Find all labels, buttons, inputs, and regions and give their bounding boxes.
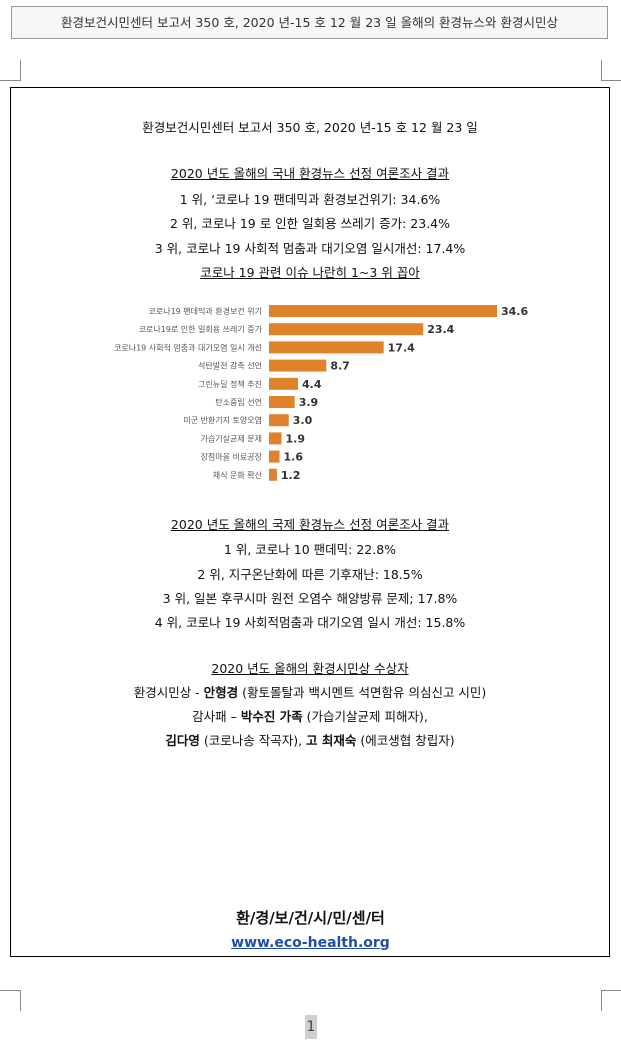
- chart-category-label: 가습기살균제 문제: [201, 434, 262, 443]
- chart-bar: [269, 341, 384, 354]
- award-recipient: 박수진 가족: [240, 709, 303, 724]
- chart-category-label: 석탄발전 감축 선언: [198, 361, 262, 371]
- chart-category-label: 탄소중립 선언: [215, 397, 262, 407]
- chart-bar: [269, 323, 424, 336]
- chart-value-label: 3.0: [293, 414, 313, 427]
- chart-category-label: 코로나19 사회적 멈춤과 대기오염 일시 개선: [114, 342, 262, 352]
- chart-value-label: 17.4: [388, 341, 415, 354]
- chart-bar: [269, 359, 327, 372]
- award-description: (코로나송 작곡자),: [199, 733, 307, 748]
- award-recipient: 김다영: [165, 733, 200, 748]
- award-label: 감사패 –: [192, 709, 241, 724]
- award-line-3: 김다영 (코로나송 작곡자), 고 최재숙 (에코생협 창립자): [11, 730, 609, 749]
- chart-category-label: 그린뉴딜 정책 추진: [198, 379, 262, 389]
- chart-category-label: 채식 문화 확산: [213, 470, 263, 480]
- chart-bar: [269, 377, 298, 390]
- chart-category-label: 코로나19로 인한 일회용 쓰레기 증가: [139, 324, 263, 334]
- report-header: 환경보건시민센터 보고서 350 호, 2020 년-15 호 12 월 23 …: [142, 120, 478, 135]
- chart-value-label: 23.4: [427, 323, 454, 336]
- page-corner-mark: [601, 60, 621, 81]
- page-corner-mark: [601, 990, 621, 1011]
- chart-value-label: 3.9: [299, 396, 319, 409]
- award-description: (가습기살균제 피해자),: [302, 709, 428, 724]
- chart-bar: [269, 396, 295, 408]
- footer-organization: 환/경/보/건/시/민/센/터: [236, 909, 385, 927]
- domestic-note: 코로나 19 관련 이슈 나란히 1~3 위 꼽아: [200, 265, 420, 280]
- award-line-2: 감사패 – 박수진 가족 (가습기살균제 피해자),: [11, 706, 609, 725]
- domestic-item: 2 위, 코로나 19 로 인한 일회용 쓰레기 증가: 23.4%: [169, 216, 450, 231]
- page-corner-mark: [0, 60, 21, 81]
- domestic-item: 3 위, 코로나 19 사회적 멈춤과 대기오염 일시개선: 17.4%: [154, 241, 466, 256]
- chart-bar: [269, 468, 277, 481]
- chart-value-label: 8.7: [330, 360, 350, 373]
- chart-value-label: 1.2: [281, 469, 301, 482]
- chart-category-label: 장점마을 비료공장: [201, 452, 263, 462]
- award-recipient: 안형경: [203, 685, 239, 700]
- award-label: 환경시민상 -: [133, 685, 204, 700]
- chart-bar: [269, 432, 282, 445]
- international-item: 1 위, 코로나 10 팬데믹: 22.8%: [223, 542, 397, 557]
- chart-value-label: 1.9: [286, 432, 306, 445]
- domestic-news-chart: 코로나19 팬데믹과 환경보건 위기 34.6 코로나19로 인한 일회용 쓰레기 …: [114, 305, 528, 482]
- international-item: 2 위, 지구온난화에 따른 기후재난: 18.5%: [197, 567, 423, 582]
- award-recipient: 고 최재숙: [306, 733, 357, 748]
- page-number: 1: [305, 1015, 317, 1039]
- award-description: (황토몰탈과 백시멘트 석면함유 의심신고 시민): [238, 685, 487, 700]
- page-corner-mark: [0, 990, 21, 1011]
- award-line-1: 환경시민상 - 안형경 (황토몰탈과 백시멘트 석면함유 의심신고 시민): [11, 682, 609, 701]
- domestic-item: 1 위, ‘코로나 19 팬데믹과 환경보건위기: 34.6%: [179, 192, 441, 207]
- award-description: (에코생협 창립자): [356, 733, 455, 748]
- chart-category-label: 미군 반환기지 토양오염: [183, 415, 262, 425]
- chart-bar: [269, 414, 289, 427]
- chart-value-label: 34.6: [501, 305, 528, 318]
- chart-category-label: 코로나19 팬데믹과 환경보건 위기: [149, 306, 263, 316]
- international-title: 2020 년도 올해의 국제 환경뉴스 선정 여론조사 결과: [170, 517, 450, 532]
- document-tab-title[interactable]: 환경보건시민센터 보고서 350 호, 2020 년-15 호 12 월 23 …: [11, 6, 608, 39]
- international-item: 3 위, 일본 후쿠시마 원전 오염수 해양방류 문제; 17.8%: [162, 591, 458, 606]
- domestic-title: 2020 년도 올해의 국내 환경뉴스 선정 여론조사 결과: [170, 166, 450, 181]
- chart-value-label: 4.4: [302, 378, 322, 391]
- chart-bar: [269, 305, 497, 317]
- chart-bar: [269, 450, 280, 463]
- international-item: 4 위, 코로나 19 사회적멈춤과 대기오염 일시 개선: 15.8%: [154, 615, 466, 630]
- footer-website-link[interactable]: www.eco-health.org: [231, 935, 390, 951]
- award-title: 2020 년도 올해의 환경시민상 수상자: [211, 661, 409, 676]
- document-page: 환경보건시민센터 보고서 350 호, 2020 년-15 호 12 월 23 …: [10, 87, 610, 957]
- chart-value-label: 1.6: [284, 451, 304, 464]
